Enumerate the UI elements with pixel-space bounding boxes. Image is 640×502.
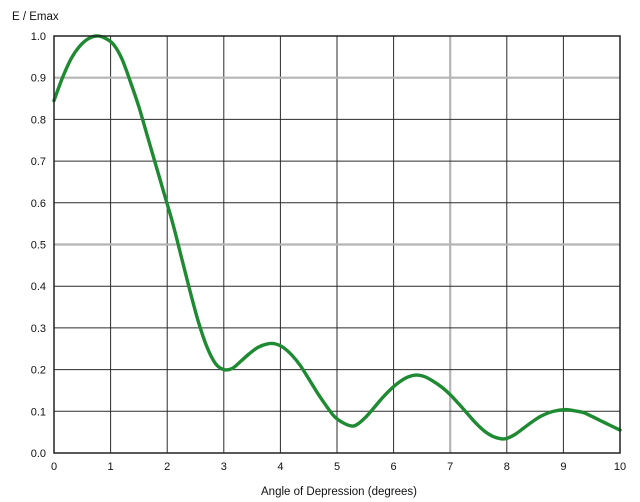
y-tick-label: 0.5	[31, 240, 46, 252]
grid	[53, 35, 621, 454]
y-tick-label: 0.8	[31, 114, 46, 126]
x-tick-label: 7	[447, 461, 453, 473]
y-tick-label: 0.0	[31, 448, 46, 460]
x-tick-label: 4	[277, 461, 283, 473]
y-tick-label: 0.7	[31, 156, 46, 168]
y-tick-label: 0.2	[31, 365, 46, 377]
x-tick-label: 1	[108, 461, 114, 473]
x-tick-label: 10	[614, 461, 626, 473]
x-tick-label: 8	[504, 461, 510, 473]
y-tick-label: 0.4	[31, 281, 46, 293]
x-tick-labels: 0 1 2 3 4 5 6 7 8 9 10	[51, 461, 626, 473]
plot-frame	[53, 35, 621, 454]
x-axis-title: Angle of Depression (degrees)	[261, 486, 417, 498]
y-tick-labels: 0.0 0.1 0.2 0.3 0.4 0.5 0.6 0.7 0.8 0.9 1.0	[31, 31, 46, 460]
y-tick-label: 0.6	[31, 198, 46, 210]
y-tick-label: 0.1	[31, 406, 46, 418]
x-tick-label: 2	[164, 461, 170, 473]
x-tick-label: 0	[51, 461, 57, 473]
series-line	[52, 34, 622, 441]
x-tick-label: 5	[334, 461, 340, 473]
y-tick-label: 0.3	[31, 323, 46, 335]
x-tick-label: 9	[560, 461, 566, 473]
y-axis-title: E / Emax	[12, 11, 59, 23]
series-group	[52, 34, 622, 441]
y-tick-label: 1.0	[31, 31, 46, 43]
x-tick-label: 6	[391, 461, 397, 473]
y-tick-label: 0.9	[31, 73, 46, 85]
x-tick-label: 3	[221, 461, 227, 473]
